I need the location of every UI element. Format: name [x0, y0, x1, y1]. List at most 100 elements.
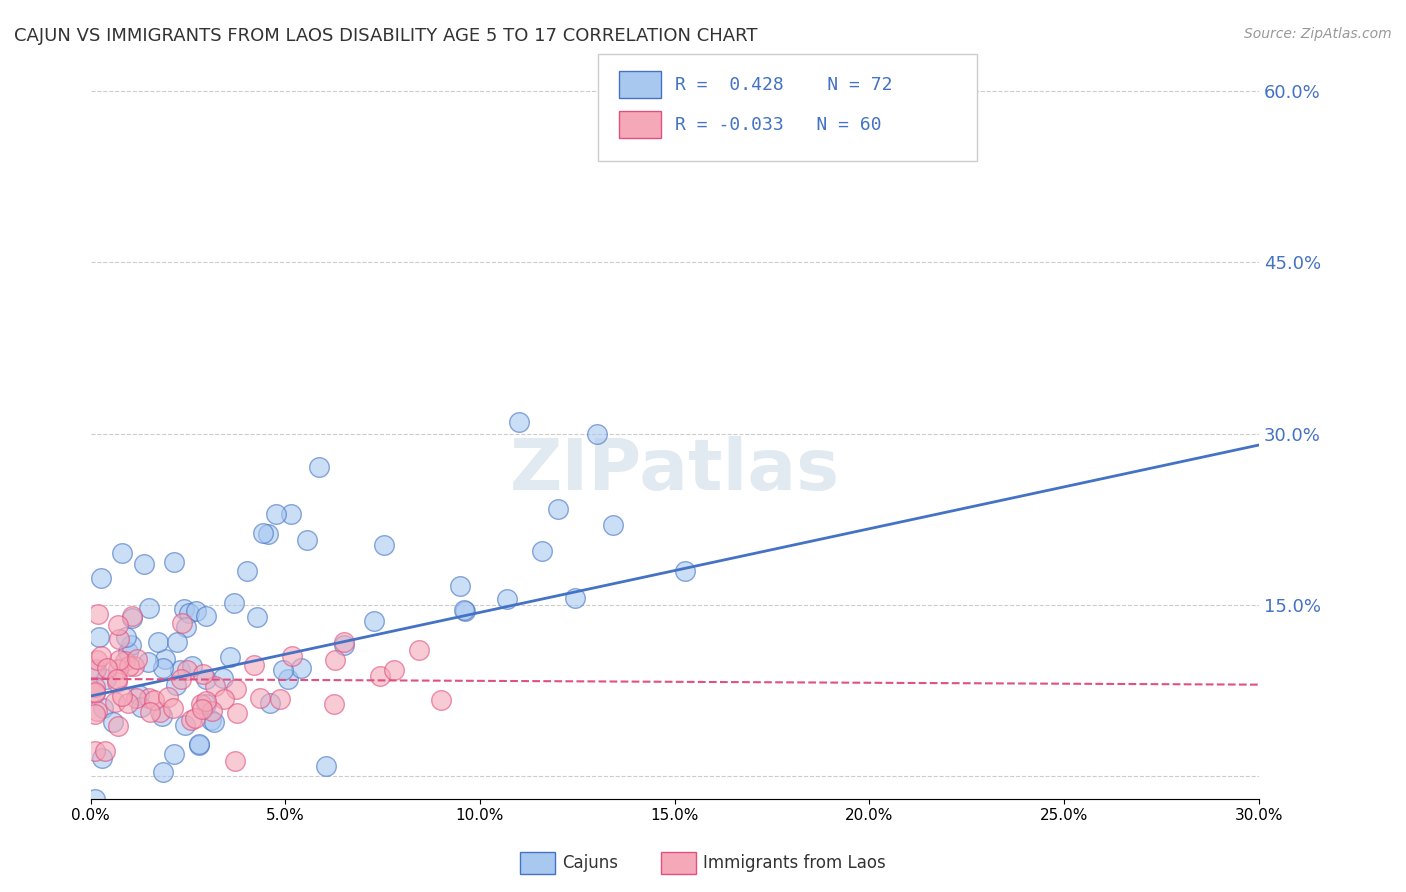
Text: R =  0.428    N = 72: R = 0.428 N = 72: [675, 76, 893, 94]
Point: [155, 652, 177, 666]
Point: [370, 669, 392, 683]
Point: [183, 711, 205, 725]
Point: [496, 592, 519, 607]
Point: [190, 698, 212, 712]
Point: [269, 691, 291, 706]
Point: [323, 653, 346, 667]
Point: [373, 538, 395, 552]
Point: [429, 693, 451, 707]
Point: [90, 571, 112, 585]
Point: [219, 649, 242, 664]
Point: [673, 564, 696, 578]
Point: [333, 638, 356, 652]
Point: [101, 714, 124, 729]
Point: [176, 620, 198, 634]
Point: [83, 685, 105, 699]
Point: [125, 691, 148, 706]
Point: [212, 692, 235, 706]
Point: [86, 662, 108, 676]
Point: [308, 460, 330, 475]
Point: [363, 615, 385, 629]
Point: [136, 655, 159, 669]
Point: [117, 696, 139, 710]
Point: [83, 791, 105, 805]
Point: [256, 527, 278, 541]
Point: [114, 654, 136, 668]
Point: [315, 759, 337, 773]
Point: [138, 691, 160, 706]
Point: [162, 555, 184, 569]
Point: [83, 686, 105, 700]
Point: [107, 618, 129, 632]
Point: [163, 747, 186, 761]
Point: [333, 635, 356, 649]
Point: [83, 680, 105, 694]
Point: [107, 718, 129, 732]
Point: [96, 661, 118, 675]
Point: [547, 502, 569, 516]
Point: [125, 652, 148, 666]
Point: [94, 673, 117, 687]
Point: [86, 653, 108, 667]
Point: [290, 661, 312, 675]
Point: [454, 604, 477, 618]
Point: [87, 607, 110, 622]
Point: [162, 701, 184, 715]
Point: [195, 672, 218, 686]
Point: [204, 714, 226, 729]
Point: [173, 717, 195, 731]
Point: [121, 611, 143, 625]
Text: ZIPatlas: ZIPatlas: [509, 435, 839, 505]
Point: [143, 693, 166, 707]
Point: [225, 682, 247, 697]
Point: [170, 672, 193, 686]
Point: [236, 564, 259, 578]
Point: [180, 659, 202, 673]
Point: [264, 508, 287, 522]
Point: [83, 743, 105, 757]
Text: CAJUN VS IMMIGRANTS FROM LAOS DISABILITY AGE 5 TO 17 CORRELATION CHART: CAJUN VS IMMIGRANTS FROM LAOS DISABILITY…: [14, 27, 758, 45]
Point: [117, 645, 139, 659]
Point: [179, 713, 201, 727]
Point: [150, 709, 173, 723]
Point: [194, 609, 217, 624]
Point: [200, 713, 222, 727]
Point: [165, 678, 187, 692]
Point: [149, 705, 172, 719]
Point: [322, 698, 344, 712]
Point: [190, 701, 212, 715]
Point: [252, 526, 274, 541]
Point: [246, 609, 269, 624]
Point: [644, 119, 666, 133]
Point: [585, 426, 607, 441]
Point: [176, 664, 198, 678]
Point: [118, 659, 141, 673]
Point: [195, 694, 218, 708]
Point: [108, 653, 131, 667]
Point: [129, 699, 152, 714]
Point: [453, 603, 475, 617]
Point: [83, 664, 105, 678]
Point: [295, 533, 318, 547]
Point: [184, 604, 207, 618]
Point: [110, 546, 132, 560]
Point: [105, 674, 128, 689]
Point: [139, 705, 162, 719]
Point: [166, 635, 188, 649]
Point: [226, 706, 249, 720]
Text: Cajuns: Cajuns: [562, 854, 619, 871]
Point: [152, 661, 174, 675]
Point: [121, 609, 143, 624]
Point: [564, 591, 586, 605]
Point: [193, 667, 215, 681]
Point: [83, 706, 105, 721]
Text: R = -0.033   N = 60: R = -0.033 N = 60: [675, 116, 882, 134]
Point: [212, 671, 235, 685]
Point: [148, 634, 170, 648]
Point: [94, 744, 117, 758]
Text: Source: ZipAtlas.com: Source: ZipAtlas.com: [1244, 27, 1392, 41]
Point: [382, 663, 405, 677]
Point: [169, 664, 191, 678]
Point: [170, 615, 193, 630]
Point: [271, 663, 294, 677]
